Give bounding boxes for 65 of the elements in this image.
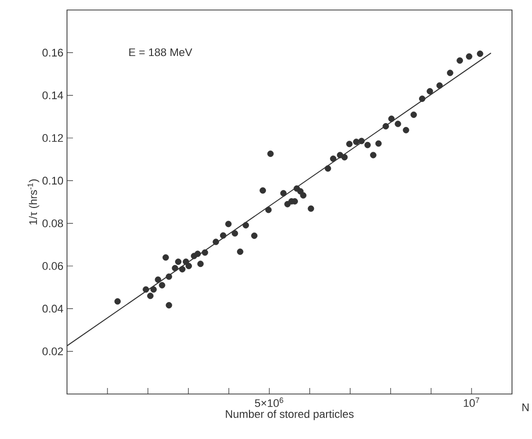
point [358,138,365,144]
y-tick-label: 0.10 [42,176,64,185]
y-tick-label: 0.06 [42,262,63,270]
point [212,238,220,246]
point [308,205,314,212]
point [242,222,250,228]
point [388,116,395,122]
point [375,140,382,147]
x-axis-title: Number of stored particles [226,410,354,420]
point [260,187,266,194]
point [382,123,389,130]
point [251,232,258,239]
y-tick-label: 0.02 [42,347,63,356]
point [158,282,166,288]
point [175,258,182,265]
point [402,126,410,134]
y-axis-title: 1/τ (hrs$^{-1}$) [28,179,40,224]
y-tick-label: 0.16 [42,48,63,57]
point [197,260,204,268]
annotation: E = 188 MeV [129,48,192,56]
point [353,138,360,146]
point [172,264,178,272]
point [220,232,226,239]
point [114,298,121,305]
point [142,286,150,293]
point [418,96,426,102]
y-tick-label: 0.04 [42,304,64,313]
point [232,230,238,237]
point [330,155,336,162]
point [186,262,192,270]
point [456,57,464,64]
point [154,276,162,283]
point [364,142,371,148]
point [346,140,353,148]
point [162,254,169,261]
point [236,248,244,255]
y-tick-label: 0.08 [42,219,63,228]
point [166,302,172,308]
point [426,88,434,94]
point [202,249,208,256]
text: N [522,404,529,412]
point [182,258,190,265]
point [446,70,454,76]
x-tick-label: 10$^{7}$ [464,398,480,407]
point [280,190,287,196]
point [166,273,172,280]
point [179,266,186,272]
point [370,152,376,158]
point [476,50,484,57]
point [324,165,332,172]
point [410,112,417,118]
x-tick-label: 5×10$^{6}$ [254,398,284,407]
point [265,206,272,214]
point [147,292,154,300]
y-tick-label: 0.12 [42,134,63,142]
y-tick-label: 0.14 [42,91,64,100]
point [394,120,402,128]
point [225,220,232,228]
point [194,250,201,258]
point [341,154,348,160]
point [300,192,306,199]
point [436,82,443,89]
point [150,286,157,293]
point [267,150,274,157]
point [466,53,472,60]
